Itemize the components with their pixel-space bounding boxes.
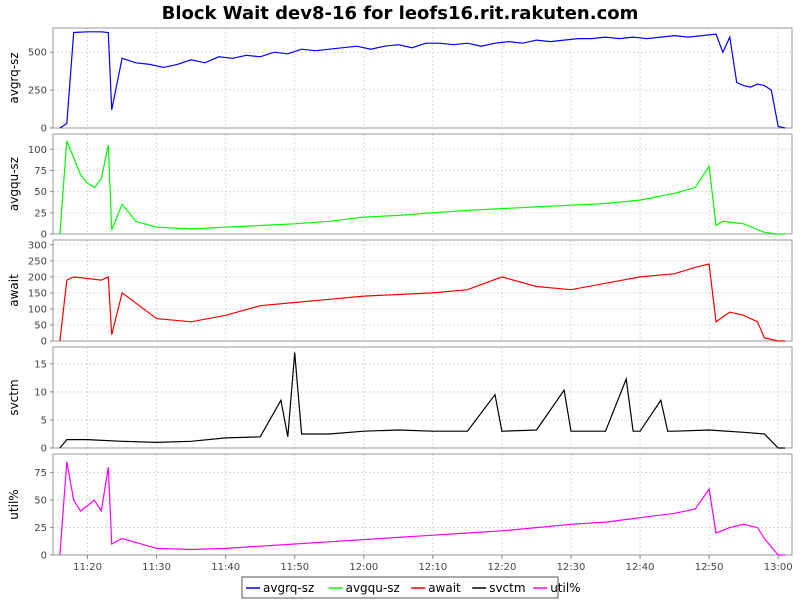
series-line-util [59,461,786,556]
series-line-avgrq-sz [59,31,786,129]
y-tick-label-avgqu-sz-0: 0 [41,230,47,241]
series-line-await [59,263,786,342]
x-tick-label-2: 11:40 [211,562,240,573]
y-tick-label-await-2: 100 [28,304,47,315]
y-tick-label-util-3: 75 [34,468,47,479]
x-tick-label-10: 13:00 [764,562,793,573]
x-tick-label-6: 12:20 [488,562,517,573]
y-axis-label-util: util% [7,489,21,519]
y-tick-label-avgqu-sz-4: 100 [28,145,47,156]
y-axis-label-await: await [7,274,21,307]
x-tick-label-7: 12:30 [557,562,586,573]
y-tick-label-svctm-0: 0 [41,444,47,455]
chart-title: Block Wait dev8-16 for leofs16.rit.rakut… [162,3,639,24]
legend-label-svctm: svctm [489,581,525,595]
panel-avgrq-sz: 0 250 500 avgrq-sz [7,27,793,135]
y-tick-label-await-4: 200 [28,272,47,283]
y-tick-label-svctm-3: 15 [34,359,47,370]
panel-frame-await [52,239,793,342]
y-tick-label-await-0: 0 [41,337,47,348]
y-axis-label-svctm: svctm [7,379,21,415]
x-tick-label-4: 12:00 [349,562,378,573]
y-tick-label-await-1: 50 [34,320,47,331]
panel-svctm: 0 5 10 15 svctm [7,346,793,455]
panel-frame-avgrq-sz [52,27,793,129]
legend-label-avgrq-sz: avgrq-sz [263,581,314,595]
panel-avgqu-sz: 0 25 50 75 100 avgqu-sz [7,133,793,241]
y-tick-label-avgqu-sz-2: 50 [34,187,47,198]
series-line-avgqu-sz [59,140,786,235]
panel-frame-avgqu-sz [52,133,793,235]
x-tick-label-8: 12:40 [626,562,655,573]
series-line-svctm [59,352,786,449]
x-tick-label-5: 12:10 [418,562,447,573]
chart-legend: avgrq-sz avgqu-sz await svctm util% [241,576,581,599]
y-tick-label-avgqu-sz-3: 75 [34,166,47,177]
x-tick-label-9: 12:50 [695,562,724,573]
legend-label-avgqu-sz: avgqu-sz [346,581,400,595]
x-axis: 11:20 11:30 11:40 11:50 12:00 12:10 12:20 12:30… [73,555,793,573]
y-tick-label-await-3: 150 [28,288,47,299]
legend-label-util: util% [550,581,580,595]
y-tick-label-util-2: 50 [34,496,47,507]
chart-panels: 0250500avgrq-sz0255075100avgqu-sz0501001… [7,27,793,562]
y-tick-label-avgrq-sz-2: 500 [28,48,47,59]
panel-await: 0 50 100 150 200 250 300 await [7,239,793,348]
y-tick-label-util-0: 0 [41,551,47,562]
y-tick-label-svctm-1: 5 [41,415,47,426]
x-tick-label-0: 11:20 [73,562,102,573]
y-axis-label-avgqu-sz: avgqu-sz [7,157,21,211]
y-tick-label-util-1: 25 [34,523,47,534]
y-tick-label-avgrq-sz-0: 0 [41,124,47,135]
y-tick-label-avgrq-sz-1: 250 [28,86,47,97]
panel-frame-svctm [52,346,793,449]
legend-label-await: await [428,581,461,595]
y-tick-label-await-6: 300 [28,240,47,251]
y-tick-label-svctm-2: 10 [34,387,47,398]
y-tick-label-avgqu-sz-1: 25 [34,208,47,219]
x-tick-label-1: 11:30 [142,562,171,573]
x-tick-label-3: 11:50 [280,562,309,573]
panel-util: 0 25 50 75 util% [7,453,793,562]
y-tick-label-await-5: 250 [28,256,47,267]
y-axis-label-avgrq-sz: avgrq-sz [7,52,21,103]
legend-box [241,576,559,599]
panel-frame-util [52,453,793,556]
